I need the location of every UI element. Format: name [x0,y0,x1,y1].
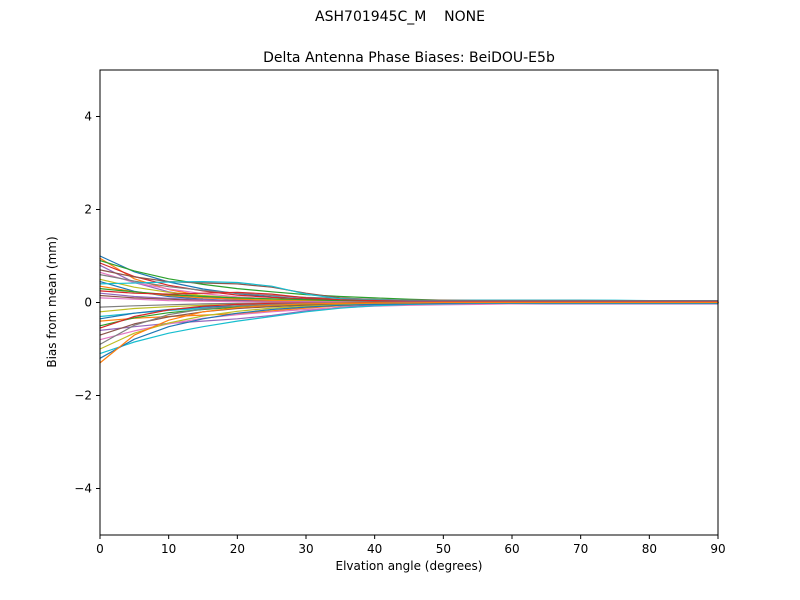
x-tick-label: 90 [710,542,725,556]
x-tick-label: 80 [642,542,657,556]
y-tick-label: 4 [84,110,92,124]
x-tick-label: 20 [230,542,245,556]
series-line-13 [99,290,719,302]
x-tick-label: 70 [573,542,588,556]
axes-title: Delta Antenna Phase Biases: BeiDOU-E5b [263,50,555,66]
y-axis-label: Bias from mean (mm) [45,236,59,368]
x-tick-label: 50 [436,542,451,556]
y-tick-label: −4 [74,482,92,496]
series-line-31 [99,301,719,364]
series-line-30 [99,302,719,359]
y-tick-label: 0 [84,296,92,310]
figure-suptitle: ASH701945C_M NONE [315,9,485,25]
x-tick-label: 60 [504,542,519,556]
x-tick-label: 10 [161,542,176,556]
x-tick-label: 30 [298,542,313,556]
x-tick-label: 40 [367,542,382,556]
y-tick-label: 2 [84,203,92,217]
y-tick-label: −2 [74,389,92,403]
x-axis-label: Elvation angle (degrees) [335,559,483,573]
x-tick-label: 0 [96,542,104,556]
